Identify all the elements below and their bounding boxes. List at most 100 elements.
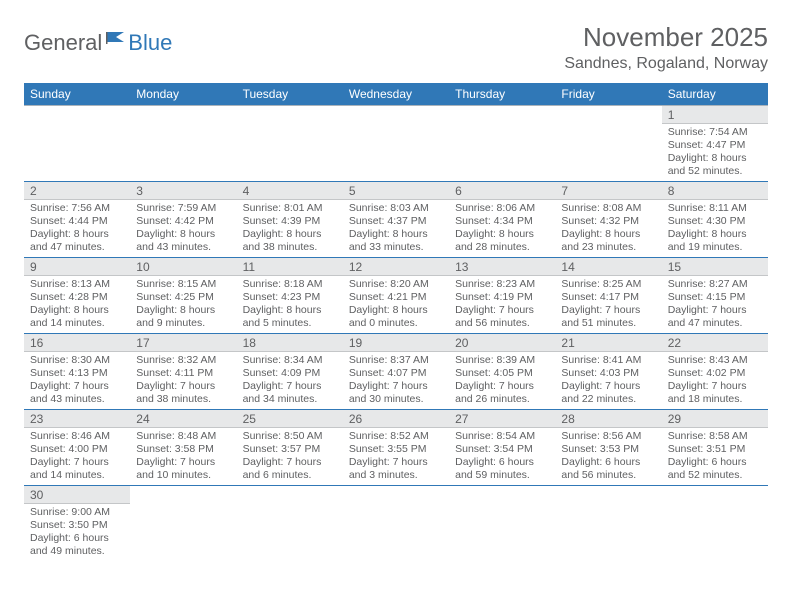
calendar-empty-cell: [449, 486, 555, 562]
daylight-text: Daylight: 8 hours and 52 minutes.: [668, 152, 762, 178]
sunset-text: Sunset: 4:03 PM: [561, 367, 655, 380]
calendar-day-cell: 6Sunrise: 8:06 AMSunset: 4:34 PMDaylight…: [449, 182, 555, 258]
calendar-day-cell: 29Sunrise: 8:58 AMSunset: 3:51 PMDayligh…: [662, 410, 768, 486]
day-number: 27: [449, 410, 555, 428]
day-details: Sunrise: 8:48 AMSunset: 3:58 PMDaylight:…: [130, 428, 236, 485]
sunrise-text: Sunrise: 8:48 AM: [136, 430, 230, 443]
calendar-day-cell: 28Sunrise: 8:56 AMSunset: 3:53 PMDayligh…: [555, 410, 661, 486]
calendar-week-row: 2Sunrise: 7:56 AMSunset: 4:44 PMDaylight…: [24, 182, 768, 258]
daylight-text: Daylight: 8 hours and 38 minutes.: [243, 228, 337, 254]
daylight-text: Daylight: 6 hours and 52 minutes.: [668, 456, 762, 482]
sunset-text: Sunset: 3:57 PM: [243, 443, 337, 456]
sunset-text: Sunset: 4:23 PM: [243, 291, 337, 304]
daylight-text: Daylight: 7 hours and 47 minutes.: [668, 304, 762, 330]
calendar-day-cell: 13Sunrise: 8:23 AMSunset: 4:19 PMDayligh…: [449, 258, 555, 334]
page-subtitle: Sandnes, Rogaland, Norway: [564, 55, 768, 73]
day-details: Sunrise: 8:08 AMSunset: 4:32 PMDaylight:…: [555, 200, 661, 257]
sunset-text: Sunset: 4:07 PM: [349, 367, 443, 380]
sunset-text: Sunset: 4:44 PM: [30, 215, 124, 228]
calendar-day-cell: 9Sunrise: 8:13 AMSunset: 4:28 PMDaylight…: [24, 258, 130, 334]
daylight-text: Daylight: 6 hours and 56 minutes.: [561, 456, 655, 482]
day-details: Sunrise: 7:54 AMSunset: 4:47 PMDaylight:…: [662, 124, 768, 181]
day-number: 23: [24, 410, 130, 428]
sunset-text: Sunset: 4:42 PM: [136, 215, 230, 228]
sunset-text: Sunset: 4:39 PM: [243, 215, 337, 228]
day-number: 13: [449, 258, 555, 276]
sunset-text: Sunset: 4:02 PM: [668, 367, 762, 380]
weekday-header: Thursday: [449, 83, 555, 106]
calendar-day-cell: 18Sunrise: 8:34 AMSunset: 4:09 PMDayligh…: [237, 334, 343, 410]
day-number: 1: [662, 106, 768, 124]
calendar-week-row: 23Sunrise: 8:46 AMSunset: 4:00 PMDayligh…: [24, 410, 768, 486]
sunset-text: Sunset: 4:05 PM: [455, 367, 549, 380]
calendar-day-cell: 12Sunrise: 8:20 AMSunset: 4:21 PMDayligh…: [343, 258, 449, 334]
day-number: 30: [24, 486, 130, 504]
calendar-empty-cell: [237, 106, 343, 182]
sunrise-text: Sunrise: 8:15 AM: [136, 278, 230, 291]
calendar-empty-cell: [555, 106, 661, 182]
day-details: Sunrise: 8:34 AMSunset: 4:09 PMDaylight:…: [237, 352, 343, 409]
calendar-day-cell: 15Sunrise: 8:27 AMSunset: 4:15 PMDayligh…: [662, 258, 768, 334]
day-details: Sunrise: 7:56 AMSunset: 4:44 PMDaylight:…: [24, 200, 130, 257]
sunrise-text: Sunrise: 8:56 AM: [561, 430, 655, 443]
calendar-day-cell: 25Sunrise: 8:50 AMSunset: 3:57 PMDayligh…: [237, 410, 343, 486]
sunrise-text: Sunrise: 8:32 AM: [136, 354, 230, 367]
day-details: Sunrise: 8:54 AMSunset: 3:54 PMDaylight:…: [449, 428, 555, 485]
day-details: Sunrise: 8:43 AMSunset: 4:02 PMDaylight:…: [662, 352, 768, 409]
calendar-empty-cell: [130, 106, 236, 182]
sunset-text: Sunset: 4:11 PM: [136, 367, 230, 380]
calendar-week-row: 30Sunrise: 9:00 AMSunset: 3:50 PMDayligh…: [24, 486, 768, 562]
day-details: Sunrise: 8:11 AMSunset: 4:30 PMDaylight:…: [662, 200, 768, 257]
day-details: Sunrise: 8:06 AMSunset: 4:34 PMDaylight:…: [449, 200, 555, 257]
daylight-text: Daylight: 8 hours and 43 minutes.: [136, 228, 230, 254]
day-details: Sunrise: 8:01 AMSunset: 4:39 PMDaylight:…: [237, 200, 343, 257]
weekday-header: Saturday: [662, 83, 768, 106]
sunset-text: Sunset: 4:17 PM: [561, 291, 655, 304]
calendar-day-cell: 27Sunrise: 8:54 AMSunset: 3:54 PMDayligh…: [449, 410, 555, 486]
weekday-header: Monday: [130, 83, 236, 106]
calendar-day-cell: 8Sunrise: 8:11 AMSunset: 4:30 PMDaylight…: [662, 182, 768, 258]
day-details: Sunrise: 8:39 AMSunset: 4:05 PMDaylight:…: [449, 352, 555, 409]
sunrise-text: Sunrise: 8:30 AM: [30, 354, 124, 367]
sunrise-text: Sunrise: 8:23 AM: [455, 278, 549, 291]
calendar-week-row: 16Sunrise: 8:30 AMSunset: 4:13 PMDayligh…: [24, 334, 768, 410]
calendar-empty-cell: [449, 106, 555, 182]
calendar-day-cell: 2Sunrise: 7:56 AMSunset: 4:44 PMDaylight…: [24, 182, 130, 258]
daylight-text: Daylight: 8 hours and 23 minutes.: [561, 228, 655, 254]
daylight-text: Daylight: 7 hours and 30 minutes.: [349, 380, 443, 406]
sunset-text: Sunset: 3:51 PM: [668, 443, 762, 456]
calendar-empty-cell: [555, 486, 661, 562]
day-details: Sunrise: 8:18 AMSunset: 4:23 PMDaylight:…: [237, 276, 343, 333]
calendar-empty-cell: [24, 106, 130, 182]
sunrise-text: Sunrise: 8:34 AM: [243, 354, 337, 367]
daylight-text: Daylight: 7 hours and 43 minutes.: [30, 380, 124, 406]
calendar-empty-cell: [237, 486, 343, 562]
daylight-text: Daylight: 7 hours and 26 minutes.: [455, 380, 549, 406]
weekday-header-row: SundayMondayTuesdayWednesdayThursdayFrid…: [24, 83, 768, 106]
day-details: Sunrise: 8:50 AMSunset: 3:57 PMDaylight:…: [237, 428, 343, 485]
logo-flag-icon: [106, 30, 126, 49]
daylight-text: Daylight: 8 hours and 0 minutes.: [349, 304, 443, 330]
day-details: Sunrise: 8:15 AMSunset: 4:25 PMDaylight:…: [130, 276, 236, 333]
calendar-day-cell: 20Sunrise: 8:39 AMSunset: 4:05 PMDayligh…: [449, 334, 555, 410]
sunset-text: Sunset: 3:54 PM: [455, 443, 549, 456]
daylight-text: Daylight: 7 hours and 6 minutes.: [243, 456, 337, 482]
sunrise-text: Sunrise: 7:59 AM: [136, 202, 230, 215]
day-number: 18: [237, 334, 343, 352]
calendar-day-cell: 17Sunrise: 8:32 AMSunset: 4:11 PMDayligh…: [130, 334, 236, 410]
sunset-text: Sunset: 4:37 PM: [349, 215, 443, 228]
page-title: November 2025: [564, 22, 768, 53]
day-number: 20: [449, 334, 555, 352]
daylight-text: Daylight: 8 hours and 47 minutes.: [30, 228, 124, 254]
calendar-day-cell: 4Sunrise: 8:01 AMSunset: 4:39 PMDaylight…: [237, 182, 343, 258]
logo: General Blue: [24, 30, 172, 56]
sunrise-text: Sunrise: 8:43 AM: [668, 354, 762, 367]
title-block: November 2025 Sandnes, Rogaland, Norway: [564, 22, 768, 73]
sunset-text: Sunset: 4:34 PM: [455, 215, 549, 228]
sunset-text: Sunset: 4:13 PM: [30, 367, 124, 380]
sunset-text: Sunset: 4:25 PM: [136, 291, 230, 304]
day-number: 15: [662, 258, 768, 276]
day-number: 8: [662, 182, 768, 200]
calendar-day-cell: 26Sunrise: 8:52 AMSunset: 3:55 PMDayligh…: [343, 410, 449, 486]
day-number: 17: [130, 334, 236, 352]
